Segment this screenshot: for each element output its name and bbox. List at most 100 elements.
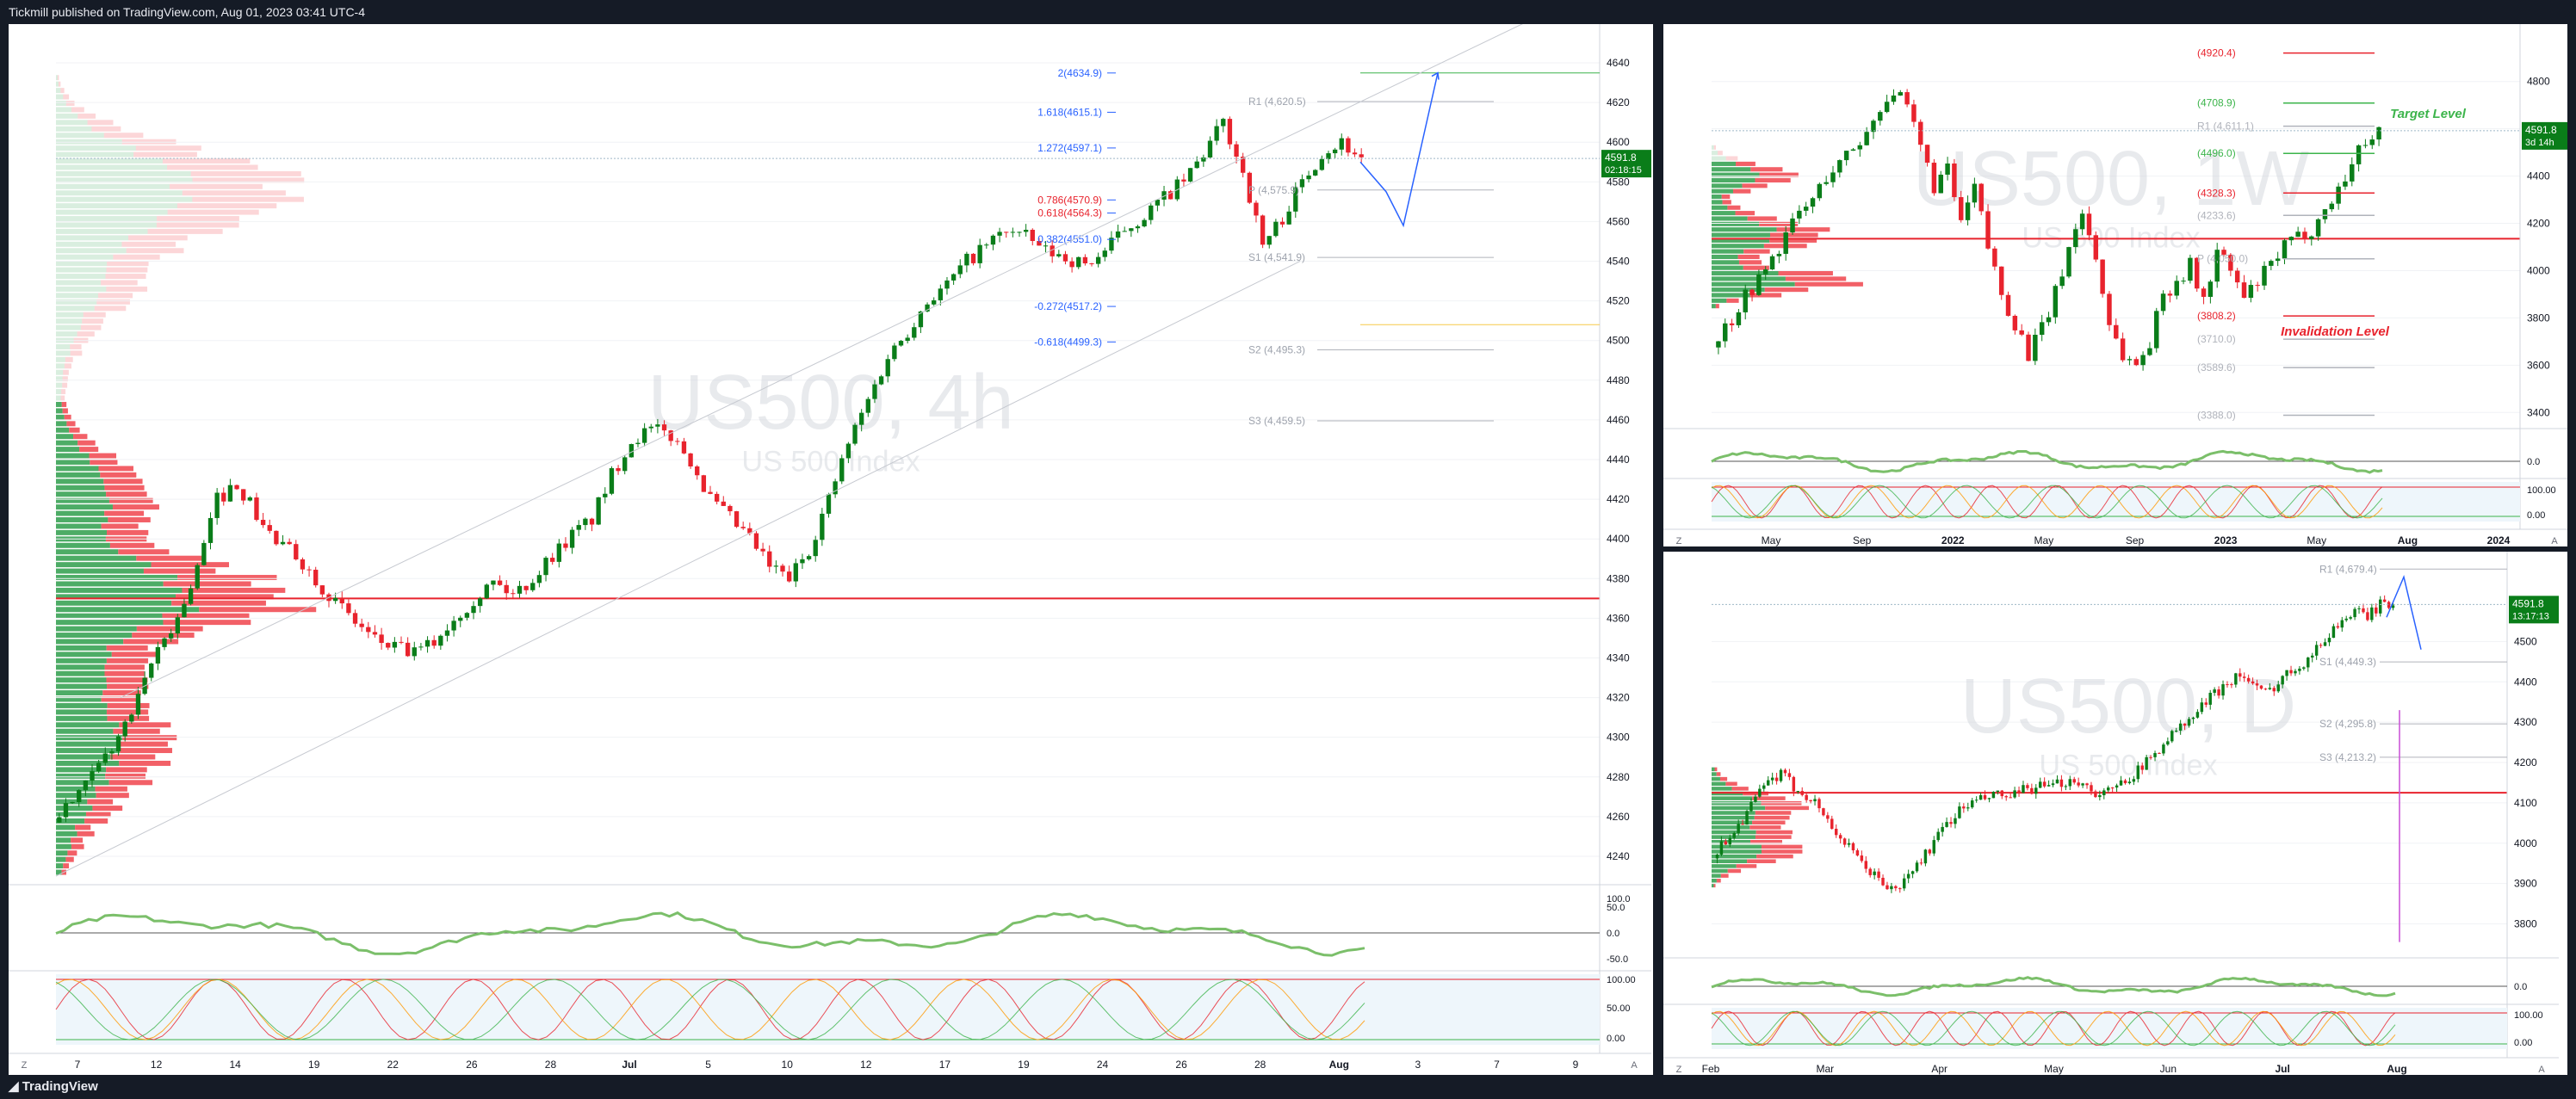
candle-body: [2072, 779, 2076, 783]
volume-profile-bar: [163, 581, 251, 587]
candle-body: [1890, 886, 1893, 890]
volume-profile-bar: [91, 126, 121, 132]
volume-profile-bar: [1713, 145, 1716, 150]
volume-profile-bar: [1785, 276, 1847, 281]
volume-profile-bar: [112, 504, 159, 510]
volume-profile-bar: [105, 274, 146, 280]
candle-body: [1886, 885, 1889, 890]
candle-body: [1830, 172, 1836, 182]
candle-body: [2282, 240, 2288, 259]
last-price-tag: [2522, 121, 2567, 150]
volume-profile-bar: [63, 94, 70, 100]
volume-profile-bar: [107, 702, 150, 708]
candle-body: [2289, 670, 2293, 674]
volume-profile-bar: [123, 639, 179, 645]
volume-profile-bar: [1712, 864, 1737, 868]
price-axis-label: 4260: [1607, 811, 1630, 823]
candle-body: [1187, 168, 1193, 182]
volume-profile-bar: [56, 780, 109, 786]
projection-arrowhead: [1431, 71, 1440, 80]
candle-body: [1332, 149, 1338, 154]
candle-body: [1346, 138, 1351, 153]
volume-profile-bar: [118, 549, 170, 555]
volume-profile-bar: [1731, 787, 1749, 791]
volume-profile-bar: [75, 824, 91, 830]
volume-profile-bar: [128, 235, 188, 241]
candle-body: [201, 542, 207, 565]
volume-profile-bar: [1712, 260, 1739, 265]
candle-body: [1030, 229, 1035, 242]
candle-body: [2234, 270, 2240, 283]
volume-profile-bar: [56, 741, 118, 747]
last-price-value: 4591.8: [2512, 597, 2544, 609]
volume-profile-bar: [1749, 293, 1782, 298]
stoch-axis-label: 0.00: [2527, 510, 2545, 521]
candle-body: [1803, 207, 1809, 211]
volume-profile-bar: [56, 382, 63, 388]
candle-body: [1769, 256, 1775, 270]
candle-body: [2214, 250, 2220, 282]
candle-body: [2149, 756, 2152, 758]
price-axis-label: 4500: [2514, 635, 2537, 647]
volume-profile-bar: [1762, 849, 1803, 854]
candle-body: [845, 443, 851, 459]
volume-profile-bar: [56, 837, 71, 843]
brand-text: TradingView: [22, 1079, 98, 1094]
candle-body: [820, 513, 825, 540]
chart-panel-4h[interactable]: US500, 4h US 500 Index 4640 4620 4600 4580 456…: [9, 24, 1653, 1075]
volume-profile-bar: [176, 203, 277, 209]
candle-body: [2022, 785, 2025, 793]
candle-body: [977, 244, 982, 263]
volume-profile-bar: [56, 350, 71, 356]
candle-body: [833, 481, 838, 495]
chart-panel-d[interactable]: US500, D US 500 Index 4500 4400 4300 4200 4100…: [1663, 552, 2567, 1075]
candle-body: [892, 345, 897, 360]
candle-body: [944, 280, 950, 289]
candle-body: [1998, 266, 2004, 295]
candle-body: [2307, 658, 2310, 668]
candle-body: [464, 613, 470, 618]
candle-body: [1069, 261, 1074, 268]
candle-body: [1352, 152, 1358, 155]
candle-body: [688, 453, 693, 466]
candle-body: [629, 443, 635, 458]
volume-profile-bar: [60, 395, 65, 401]
candle-body: [2251, 681, 2255, 684]
candle-body: [1745, 811, 1749, 825]
candle-body: [2140, 355, 2146, 366]
chart-d-svg[interactable]: US500, DUS 500 Index 4500 4400 4300 4200 4100…: [1663, 552, 2567, 1075]
volume-profile-bar: [56, 203, 177, 209]
candle-body: [2102, 790, 2106, 796]
candle-body: [1987, 798, 1991, 800]
volume-profile-bar: [56, 542, 110, 548]
candle-body: [2369, 139, 2375, 145]
level-label: P (4,050.0): [2197, 253, 2248, 265]
candle-body: [2356, 145, 2362, 164]
volume-profile-bar: [190, 170, 301, 176]
candle-body: [2059, 779, 2064, 787]
price-axis-label: 4600: [1607, 136, 1630, 148]
volume-profile-bar: [56, 620, 164, 626]
candle-body: [2094, 791, 2097, 798]
volume-profile-bar: [176, 594, 274, 600]
candle-body: [504, 584, 509, 594]
candle-body: [609, 468, 615, 494]
volume-profile-bar: [56, 722, 120, 728]
volume-profile-bar: [56, 466, 99, 472]
candle-body: [1978, 183, 1984, 212]
volume-profile-bar: [1725, 156, 1738, 161]
candle-body: [2140, 765, 2144, 770]
volume-profile-bar: [1737, 254, 1760, 260]
candle-body: [2204, 702, 2208, 705]
candle-body: [2174, 731, 2178, 732]
volume-profile-bar: [85, 812, 111, 818]
volume-profile-bar: [1712, 211, 1736, 216]
volume-profile-bar: [171, 600, 266, 606]
tradingview-logo[interactable]: ◢ TradingView: [9, 1079, 98, 1094]
volume-profile-bar: [63, 369, 69, 375]
fib-level-label: 0.382(4551.0): [1037, 233, 1102, 245]
candle-body: [1273, 221, 1279, 237]
